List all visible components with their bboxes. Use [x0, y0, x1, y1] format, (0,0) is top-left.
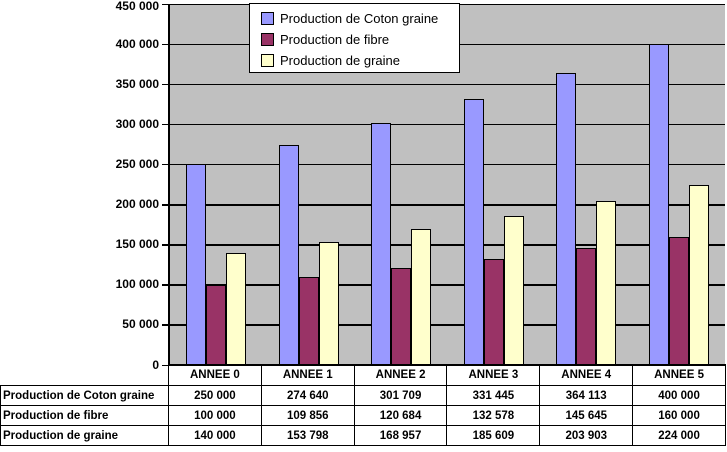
y-axis-tick-label: 350 000 [115, 76, 159, 91]
gridline [170, 324, 725, 326]
bar-production-de-graine [226, 252, 247, 365]
y-axis-tick-label: 250 000 [115, 156, 159, 171]
bar-production-de-fibre [576, 248, 597, 365]
bar-production-de-graine [318, 241, 339, 365]
y-axis-tick-label: 400 000 [115, 36, 159, 51]
y-axis-tick [162, 43, 168, 46]
table-value-cell: 364 113 [539, 385, 634, 406]
gridline [170, 204, 725, 206]
table-value-cell: 301 709 [353, 385, 448, 406]
table-header-cell: ANNEE 4 [539, 364, 634, 386]
bar-production-de-coton-graine [463, 99, 484, 365]
table-value-cell: 153 798 [260, 425, 355, 446]
y-axis-tick-label: 450 000 [115, 0, 159, 13]
bar-production-de-fibre [298, 276, 319, 365]
table-value-cell: 185 609 [446, 425, 541, 446]
y-axis-tick [162, 163, 168, 166]
table-value-cell: 250 000 [168, 385, 262, 406]
bar-production-de-fibre [391, 268, 412, 365]
y-axis-tick [162, 244, 168, 246]
table-row: Production de fibre 100 000 109 856 120 684… [0, 405, 726, 426]
gridline [170, 123, 725, 126]
table-header-cell: ANNEE 0 [168, 364, 262, 386]
table-header-cell: ANNEE 2 [353, 364, 448, 386]
legend-label: Production de fibre [280, 32, 390, 47]
bar-production-de-graine [503, 216, 524, 365]
legend-color-swatch-icon [261, 54, 274, 67]
table-row: Production de Coton graine 250 000 274 640… [0, 385, 726, 406]
gridline [170, 83, 725, 86]
table-value-cell: 224 000 [632, 425, 726, 446]
legend-color-swatch-icon [261, 12, 274, 25]
table-value-cell: 400 000 [632, 385, 726, 406]
table-value-cell: 168 957 [353, 425, 448, 446]
y-axis-tick [162, 204, 168, 206]
bar-production-de-graine [411, 229, 432, 365]
bar-production-de-graine [596, 201, 617, 365]
y-axis-tick [162, 324, 168, 326]
legend-item: Production de graine [261, 50, 459, 71]
table-header-cell: ANNEE 3 [446, 364, 541, 386]
legend-item: Production de Coton graine [261, 8, 459, 29]
bar-production-de-coton-graine [371, 122, 392, 365]
bar-production-de-coton-graine [278, 144, 299, 365]
table-value-cell: 160 000 [632, 405, 726, 426]
table-header-cell: ANNEE 5 [632, 364, 726, 386]
y-axis-tick-label: 50 000 [122, 317, 159, 332]
gridline [170, 284, 725, 286]
y-axis-tick-label: 100 000 [115, 277, 159, 292]
table-value-cell: 132 578 [446, 405, 541, 426]
table-value-cell: 331 445 [446, 385, 541, 406]
table-row-label: Production de fibre [0, 405, 169, 426]
legend: Production de Coton graine Production de … [249, 3, 460, 73]
table-row-label: Production de graine [0, 425, 169, 446]
table-value-cell: 100 000 [168, 405, 262, 426]
y-axis-line [168, 4, 170, 366]
table-header-cell: ANNEE 1 [260, 364, 355, 386]
y-axis-tick [162, 284, 168, 286]
table-value-cell: 203 903 [539, 425, 634, 446]
legend-color-swatch-icon [261, 33, 274, 46]
y-axis-tick-label: 200 000 [115, 197, 159, 212]
table-value-cell: 109 856 [260, 405, 355, 426]
legend-label: Production de Coton graine [280, 11, 439, 26]
y-axis-tick [162, 3, 168, 5]
y-axis-tick-label: 300 000 [115, 116, 159, 131]
table-value-cell: 145 645 [539, 405, 634, 426]
bar-production-de-fibre [206, 284, 227, 365]
bar-production-de-coton-graine [186, 164, 207, 365]
legend-label: Production de graine [280, 53, 400, 68]
y-axis-tick [162, 83, 168, 86]
bar-production-de-coton-graine [556, 72, 577, 365]
y-axis-tick-label: 0 [152, 357, 159, 372]
gridline [170, 244, 725, 246]
table-value-cell: 120 684 [353, 405, 448, 426]
bar-production-de-fibre [668, 236, 689, 365]
gridline [170, 163, 725, 166]
y-axis-tick [162, 364, 168, 366]
bar-production-de-coton-graine [648, 44, 669, 365]
table-corner-blank [1, 365, 169, 386]
table-row: Production de graine 140 000 153 798 168 95… [0, 425, 726, 446]
y-axis-tick [162, 123, 168, 126]
table-row-label: Production de Coton graine [0, 385, 169, 406]
table-value-cell: 140 000 [168, 425, 262, 446]
bar-production-de-fibre [483, 258, 504, 365]
bar-production-de-graine [688, 185, 709, 365]
table-value-cell: 274 640 [260, 385, 355, 406]
data-table: ANNEE 0 ANNEE 1 ANNEE 2 ANNEE 3 ANNEE 4 ANNEE… [0, 364, 726, 446]
legend-item: Production de fibre [261, 29, 459, 50]
y-axis-tick-label: 150 000 [115, 237, 159, 252]
